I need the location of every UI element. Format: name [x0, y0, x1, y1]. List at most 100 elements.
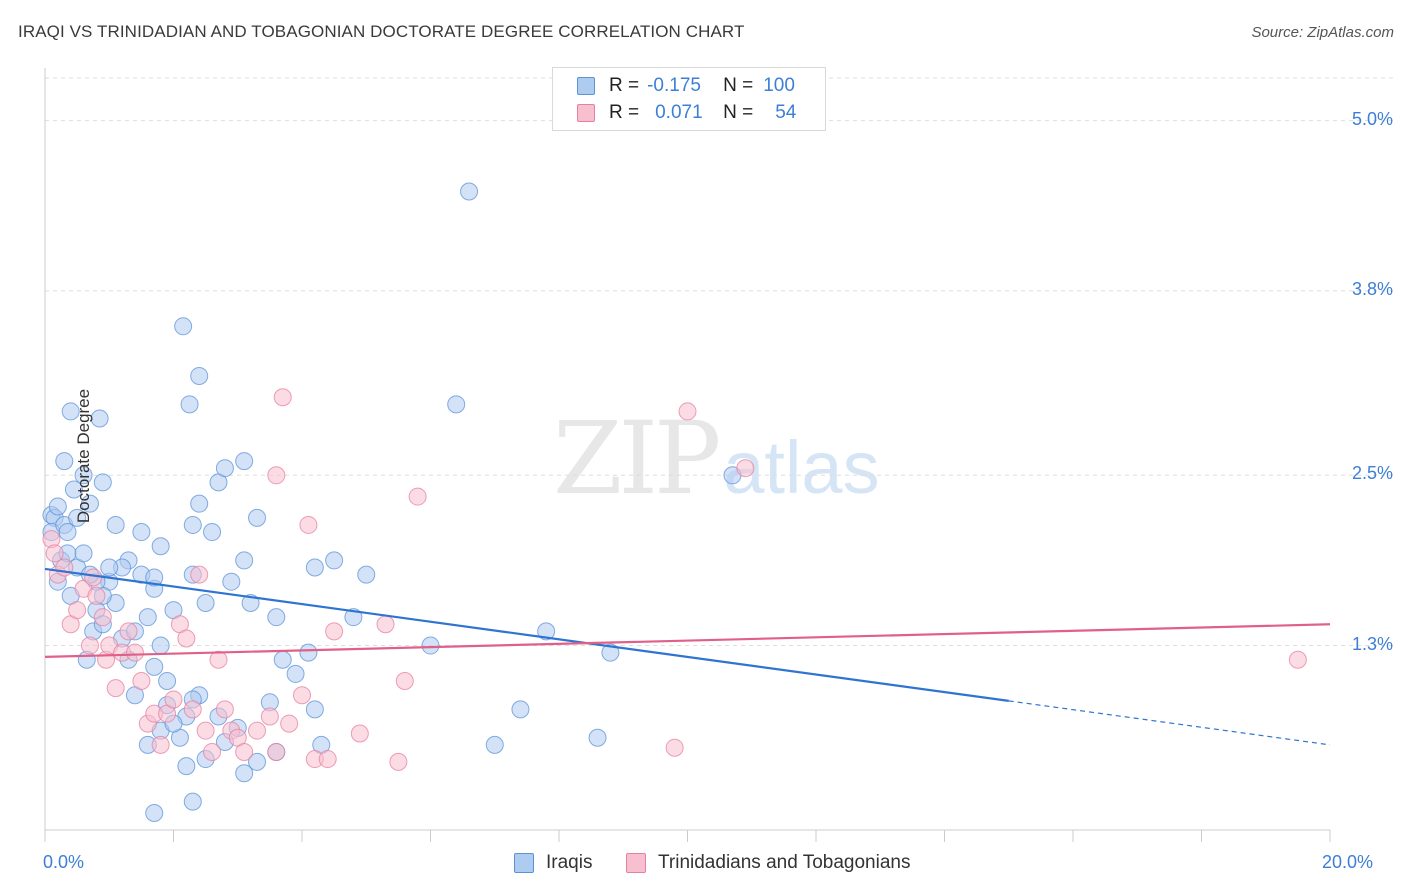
- iraqi-point: [106, 515, 125, 534]
- iraqi-point: [68, 508, 87, 527]
- iraqi-point: [138, 608, 157, 627]
- iraqi-point: [132, 523, 151, 542]
- legend-n-label: N =: [723, 102, 754, 123]
- trinidadian-trend-line: [44, 623, 1331, 658]
- trinidadian-point: [389, 752, 408, 771]
- iraqi-trend-line: [44, 567, 1009, 702]
- iraqi-point: [344, 608, 363, 627]
- trinidadian-point: [106, 679, 125, 698]
- iraqi-point: [177, 757, 196, 776]
- trinidadian-point: [87, 586, 106, 605]
- iraqi-point: [222, 572, 241, 591]
- iraqi-point: [61, 402, 80, 421]
- trinidadian-point: [293, 686, 311, 705]
- iraqi-point: [537, 622, 556, 641]
- iraqi-point: [203, 523, 222, 542]
- trinidadian-point: [203, 742, 222, 761]
- iraqi-point: [588, 728, 607, 747]
- legend-item-trinidadians: Trinidadians and Tobagonians: [626, 852, 910, 874]
- legend-swatch-pink: [577, 104, 595, 122]
- iraqi-point: [325, 551, 344, 570]
- trinidadian-point: [318, 750, 337, 769]
- y-axis-label: Doctorate Degree: [74, 388, 94, 524]
- trinidadian-point: [376, 615, 395, 634]
- trinidadian-point: [299, 515, 318, 534]
- iraqi-point: [90, 409, 109, 428]
- trinidadian-point: [736, 459, 755, 478]
- iraqi-point: [100, 558, 119, 577]
- iraqi-point: [215, 459, 234, 478]
- trinidadian-point: [678, 402, 697, 421]
- legend-n-value: 100: [763, 75, 795, 96]
- trinidadian-point: [209, 650, 228, 669]
- iraqi-point: [190, 494, 209, 513]
- legend-r-label: R =: [609, 75, 640, 96]
- iraqi-point: [235, 764, 254, 783]
- iraqi-point: [357, 565, 376, 584]
- iraqi-point: [267, 608, 286, 627]
- watermark: ZIPatlas: [553, 400, 880, 517]
- trinidadian-point: [235, 742, 254, 761]
- trinidadian-point: [177, 629, 196, 648]
- trinidadian-point: [93, 608, 112, 627]
- trinidadian-point: [215, 700, 234, 719]
- legend-r-value: 0.071: [655, 102, 703, 123]
- y-tick-label: 3.8%: [1351, 278, 1393, 299]
- iraqi-point: [58, 523, 77, 542]
- iraqi-point: [93, 473, 112, 492]
- trinidadian-point: [325, 622, 344, 641]
- x-tick-label: 0.0%: [43, 852, 85, 872]
- iraqi-point: [235, 452, 254, 471]
- x-tick-label: 20.0%: [1322, 852, 1374, 872]
- trinidadian-point: [665, 738, 684, 757]
- legend-item-iraqis: Iraqis: [514, 852, 592, 874]
- legend-row-iraqis: R = -0.175 N = 100: [577, 73, 795, 99]
- legend-r-label: R =: [609, 102, 640, 123]
- trinidadian-point: [125, 643, 144, 662]
- iraqi-point: [305, 558, 324, 577]
- iraqi-point: [74, 544, 93, 563]
- iraqi-point: [305, 700, 324, 719]
- iraqi-point: [183, 792, 202, 811]
- trinidadian-point: [267, 466, 286, 485]
- iraqi-point: [151, 636, 170, 655]
- y-tick-label: 5.0%: [1351, 108, 1393, 129]
- iraqi-point: [235, 551, 254, 570]
- trinidadian-point: [183, 700, 202, 719]
- legend-swatch-pink: [626, 853, 646, 873]
- iraqi-point: [145, 568, 164, 587]
- iraqi-point: [485, 735, 504, 754]
- iraqi-point: [64, 480, 83, 499]
- trinidadian-point: [260, 707, 279, 726]
- y-tick-label: 1.3%: [1351, 633, 1393, 654]
- legend-n-value: 54: [775, 102, 797, 123]
- iraqi-point: [196, 593, 215, 612]
- trinidadian-point: [68, 601, 87, 620]
- iraqi-point: [158, 672, 177, 691]
- iraqi-point: [601, 643, 620, 662]
- trinidadian-point: [151, 735, 170, 754]
- trinidadian-point: [164, 690, 183, 709]
- iraqi-point: [55, 452, 74, 471]
- iraqi-point: [511, 700, 530, 719]
- iraqi-point: [447, 395, 466, 414]
- source-label: Source: ZipAtlas.com: [1251, 24, 1394, 41]
- iraqi-point: [421, 636, 440, 655]
- trinidadian-point: [408, 487, 427, 506]
- iraqi-point: [151, 537, 170, 556]
- iraqi-point: [145, 657, 164, 676]
- iraqi-point: [460, 182, 479, 201]
- correlation-legend: R = -0.175 N = 100 R = 0.071 N = 54: [552, 67, 826, 131]
- legend-swatch-blue: [577, 77, 595, 95]
- legend-swatch-blue: [514, 853, 534, 873]
- iraqi-trend-extension: [1008, 700, 1331, 746]
- iraqi-point: [48, 497, 67, 516]
- trinidadian-point: [395, 672, 414, 691]
- legend-n-label: N =: [723, 75, 754, 96]
- trinidadian-point: [273, 388, 292, 407]
- iraqi-point: [299, 643, 318, 662]
- chart-title: IRAQI VS TRINIDADIAN AND TOBAGONIAN DOCT…: [18, 22, 745, 41]
- iraqi-point: [183, 515, 202, 534]
- legend-label: Trinidadians and Tobagonians: [658, 852, 911, 873]
